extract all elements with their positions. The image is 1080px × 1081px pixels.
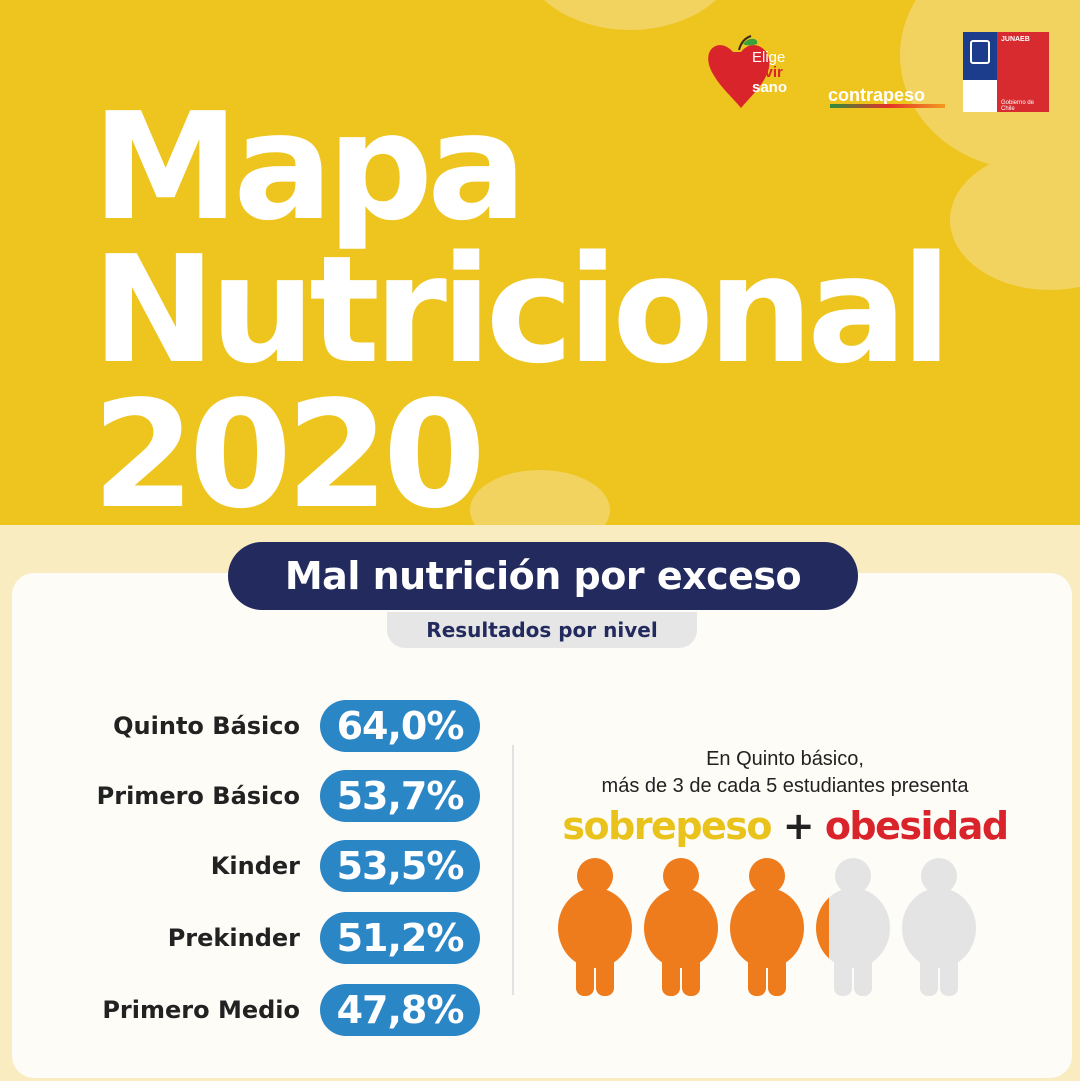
- result-row: Primero Medio 47,8%: [0, 982, 490, 1038]
- column-divider: [512, 745, 514, 995]
- level-label: Kinder: [210, 852, 300, 880]
- elige-vivir-sano-logo: [708, 35, 770, 108]
- result-row: Primero Básico 53,7%: [0, 768, 490, 824]
- title-line-2: Nutricional: [92, 224, 952, 396]
- level-label: Primero Básico: [96, 782, 300, 810]
- percentage-badge: 53,5%: [320, 840, 480, 892]
- sobrepeso-word: sobrepeso: [562, 804, 772, 848]
- result-row: Prekinder 51,2%: [0, 910, 490, 966]
- results-panel: [12, 573, 1072, 1078]
- percentage-badge: 53,7%: [320, 770, 480, 822]
- person-figure-icon: [644, 858, 718, 996]
- gobierno-label: Gobierno de Chile: [1001, 100, 1035, 112]
- person-figure-icon: [816, 858, 890, 996]
- plus-sign: +: [782, 804, 815, 848]
- flag-red-field: [997, 32, 1049, 112]
- section-title: Mal nutrición por exceso: [228, 542, 858, 610]
- highlight-line-1: En Quinto básico,: [706, 748, 864, 770]
- result-row: Kinder 53,5%: [0, 838, 490, 894]
- title-line-1: Mapa: [92, 81, 527, 253]
- decor-blob: [520, 0, 740, 30]
- percentage-badge: 64,0%: [320, 700, 480, 752]
- contrapeso-logo: contrapeso: [828, 85, 926, 105]
- person-figure-icon: [902, 858, 976, 996]
- decor-blob: [470, 470, 610, 525]
- section-subtitle: Resultados por nivel: [387, 612, 697, 648]
- contrapeso-stripe: [830, 104, 945, 108]
- person-figures: [558, 858, 976, 996]
- elige-vivir-sano-wordmark: Elige vivir sano: [752, 49, 788, 96]
- decor-blob: [950, 150, 1080, 290]
- level-label: Quinto Básico: [113, 712, 300, 740]
- junaeb-label: JUNAEB: [1001, 36, 1030, 43]
- coat-of-arms-icon: [970, 40, 990, 64]
- person-figure-icon: [730, 858, 804, 996]
- percentage-badge: 47,8%: [320, 984, 480, 1036]
- header-banner: Mapa Nutricional 2020 Elige vivir sano c…: [0, 0, 1080, 525]
- level-label: Prekinder: [167, 924, 300, 952]
- highlight-headline: sobrepeso + obesidad: [530, 804, 1040, 848]
- gobierno-de-chile-logo: JUNAEB Gobierno de Chile: [963, 32, 1049, 112]
- highlight-line-2: más de 3 de cada 5 estudiantes presenta: [601, 775, 969, 797]
- level-label: Primero Medio: [102, 996, 300, 1024]
- percentage-badge: 51,2%: [320, 912, 480, 964]
- result-row: Quinto Básico 64,0%: [0, 698, 490, 754]
- person-figure-icon: [558, 858, 632, 996]
- obesidad-word: obesidad: [824, 804, 1009, 848]
- title-line-3: 2020: [92, 369, 486, 525]
- highlight-note: En Quinto básico, más de 3 de cada 5 est…: [530, 746, 1040, 800]
